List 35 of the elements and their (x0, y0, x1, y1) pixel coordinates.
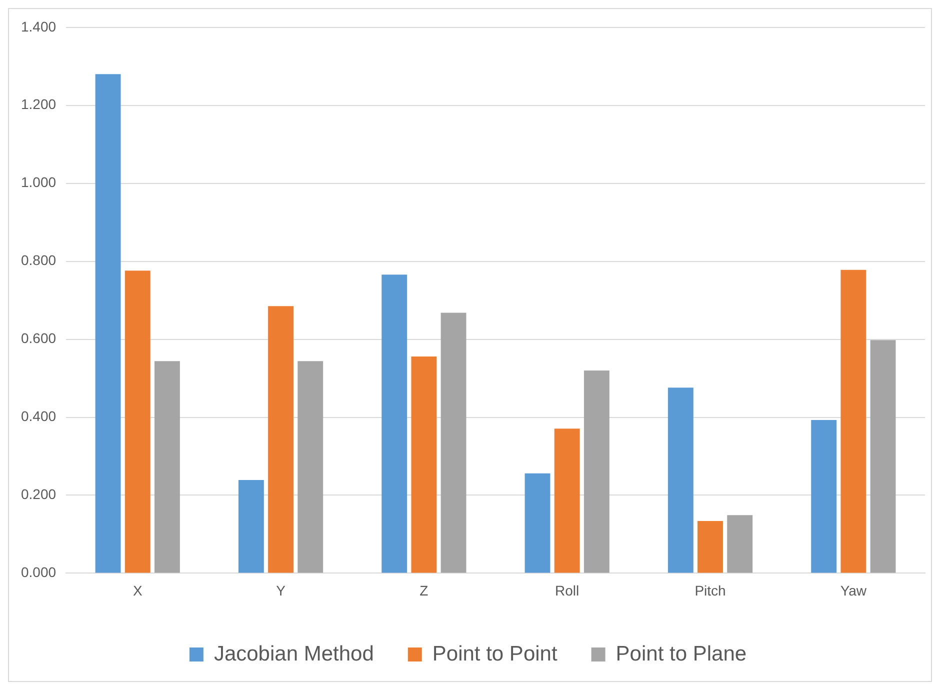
bar (584, 370, 610, 573)
bar (524, 473, 550, 573)
x-tick-label: Y (276, 582, 286, 598)
y-tick-label: 0.800 (20, 252, 56, 268)
x-tick-label: X (132, 582, 143, 598)
legend-label: Point to Plane (616, 642, 747, 666)
bar (840, 270, 866, 573)
bar (124, 270, 150, 573)
bar (554, 428, 580, 573)
y-tick-label: 1.200 (20, 96, 56, 112)
y-tick-label: 0.600 (20, 330, 56, 346)
bar (268, 306, 294, 573)
y-tick-label: 0.000 (20, 564, 56, 580)
legend-label: Jacobian Method (214, 642, 374, 666)
y-tick-label: 1.400 (20, 18, 56, 34)
bar (238, 480, 264, 573)
x-tick-label: Roll (555, 582, 580, 598)
x-tick-label: Z (420, 582, 429, 598)
bar (440, 312, 466, 573)
bar (154, 361, 180, 573)
y-tick-label: 1.000 (20, 174, 56, 190)
bar (870, 340, 896, 573)
bar (411, 356, 437, 573)
bar (811, 420, 837, 573)
bar (95, 74, 121, 573)
legend-label: Point to Point (432, 642, 558, 666)
x-tick-label: Yaw (840, 582, 868, 598)
bar (382, 274, 408, 573)
y-tick-label: 0.400 (20, 408, 56, 424)
bar (727, 515, 753, 573)
y-tick-label: 0.200 (20, 486, 56, 502)
x-tick-label: Pitch (694, 582, 726, 598)
bar (298, 361, 324, 573)
bar (698, 520, 723, 573)
bar (668, 388, 694, 573)
